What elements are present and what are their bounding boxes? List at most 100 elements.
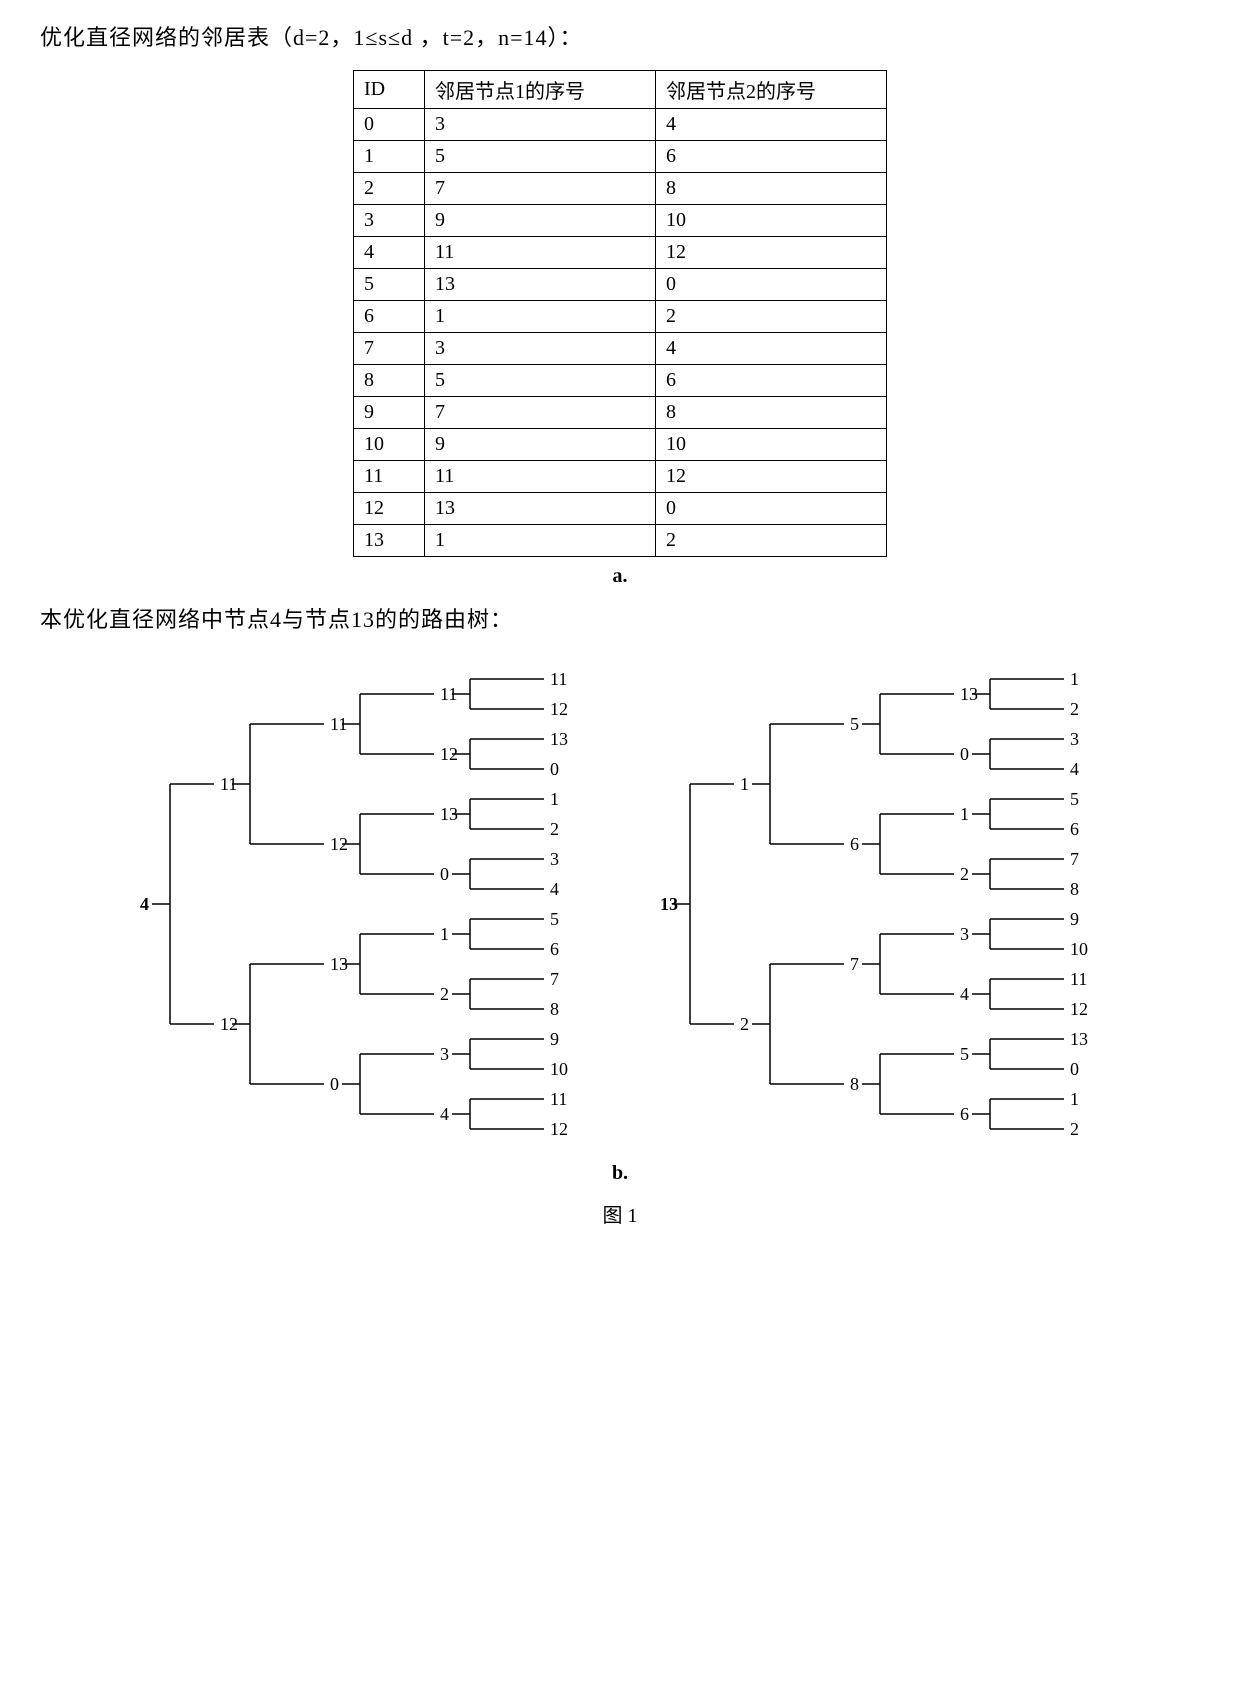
col-neighbor2: 邻居节点2的序号 [656,71,887,109]
table-cell: 0 [656,269,887,301]
table-row: 111112 [354,461,887,493]
tree-node-label: 10 [1070,939,1088,959]
tree-node-label: 1 [1070,1089,1079,1109]
tree-node-label: 9 [550,1029,559,1049]
tree-node-label: 7 [1070,849,1079,869]
table-cell: 5 [425,365,656,397]
tree-node-label: 1 [740,774,749,794]
table-cell: 11 [425,237,656,269]
table-cell: 10 [656,429,887,461]
table-cell: 2 [656,525,887,557]
table-row: 156 [354,141,887,173]
table-cell: 3 [354,205,425,237]
table-cell: 8 [354,365,425,397]
tree-node-label: 11 [1070,969,1087,989]
table-cell: 2 [354,173,425,205]
table-row: 278 [354,173,887,205]
table-row: 978 [354,397,887,429]
table-cell: 7 [425,173,656,205]
table-cell: 12 [354,493,425,525]
tree-node-label: 2 [1070,699,1079,719]
table-cell: 5 [425,141,656,173]
tree-node-label: 1 [1070,669,1079,689]
table-cell: 12 [656,461,887,493]
table-cell: 6 [656,141,887,173]
table-row: 856 [354,365,887,397]
tree-node-label: 6 [1070,819,1079,839]
tree-node-label: 7 [850,954,859,974]
neighbor-table-container: ID 邻居节点1的序号 邻居节点2的序号 0341562783910411125… [40,70,1200,557]
table-cell: 7 [354,333,425,365]
table-cell: 12 [656,237,887,269]
tree-node-label: 5 [550,909,559,929]
table-cell: 9 [354,397,425,429]
table-row: 5130 [354,269,887,301]
table-cell: 11 [354,461,425,493]
tree-node-label: 3 [550,849,559,869]
tree-node-label: 5 [960,1044,969,1064]
table-cell: 8 [656,173,887,205]
heading-routing-trees: 本优化直径网络中节点4与节点13的的路由树： [40,602,1200,634]
tree-node-label: 2 [960,864,969,884]
table-cell: 11 [425,461,656,493]
table-cell: 9 [425,205,656,237]
table-cell: 7 [425,397,656,429]
tree-node-label: 1 [550,789,559,809]
table-cell: 4 [354,237,425,269]
table-cell: 0 [354,109,425,141]
table-row: 734 [354,333,887,365]
tree-node-label: 1 [960,804,969,824]
tree-node-label: 3 [960,924,969,944]
tree-node-label: 5 [1070,789,1079,809]
tree-node-label: 6 [550,939,559,959]
tree-node-label: 8 [1070,879,1079,899]
label-a: a. [40,565,1200,588]
tree-node-label: 11 [550,669,567,689]
tree-node-label: 2 [440,984,449,1004]
tree-node-label: 5 [850,714,859,734]
tree-node-label: 4 [550,879,559,899]
routing-tree-node13: 1315131203461562782739104111285130612 [650,652,1110,1156]
neighbor-table: ID 邻居节点1的序号 邻居节点2的序号 0341562783910411125… [353,70,887,557]
tree-node-label: 12 [1070,999,1088,1019]
tree-node-label: 0 [440,864,449,884]
tree-node-label: 6 [850,834,859,854]
tree-node-label: 11 [550,1089,567,1109]
col-neighbor1: 邻居节点1的序号 [425,71,656,109]
tree-node-label: 7 [550,969,559,989]
routing-tree-node4: 4111111111212130121312034121315627803910… [130,652,590,1156]
table-row: 12130 [354,493,887,525]
table-row: 3910 [354,205,887,237]
table-row: 41112 [354,237,887,269]
table-cell: 0 [656,493,887,525]
table-cell: 1 [425,301,656,333]
trees-container: 4111111111212130121312034121315627803910… [40,652,1200,1156]
tree-node-label: 12 [550,1119,568,1139]
tree-node-label: 3 [440,1044,449,1064]
tree-node-label: 2 [1070,1119,1079,1139]
tree-node-label: 1 [440,924,449,944]
table-cell: 8 [656,397,887,429]
col-id: ID [354,71,425,109]
tree-node-label: 6 [960,1104,969,1124]
table-cell: 5 [354,269,425,301]
table-cell: 1 [425,525,656,557]
table-cell: 10 [656,205,887,237]
tree-node-label: 2 [740,1014,749,1034]
figure-caption: 图 1 [40,1199,1200,1228]
tree-node-label: 4 [440,1104,449,1124]
tree-node-label: 4 [140,894,149,914]
tree-node-label: 0 [550,759,559,779]
tree-node-label: 13 [550,729,568,749]
table-cell: 13 [354,525,425,557]
table-row: 612 [354,301,887,333]
table-cell: 1 [354,141,425,173]
table-cell: 13 [425,269,656,301]
table-cell: 6 [656,365,887,397]
table-cell: 9 [425,429,656,461]
table-cell: 4 [656,109,887,141]
table-row: 10910 [354,429,887,461]
table-cell: 2 [656,301,887,333]
table-cell: 3 [425,109,656,141]
table-cell: 6 [354,301,425,333]
